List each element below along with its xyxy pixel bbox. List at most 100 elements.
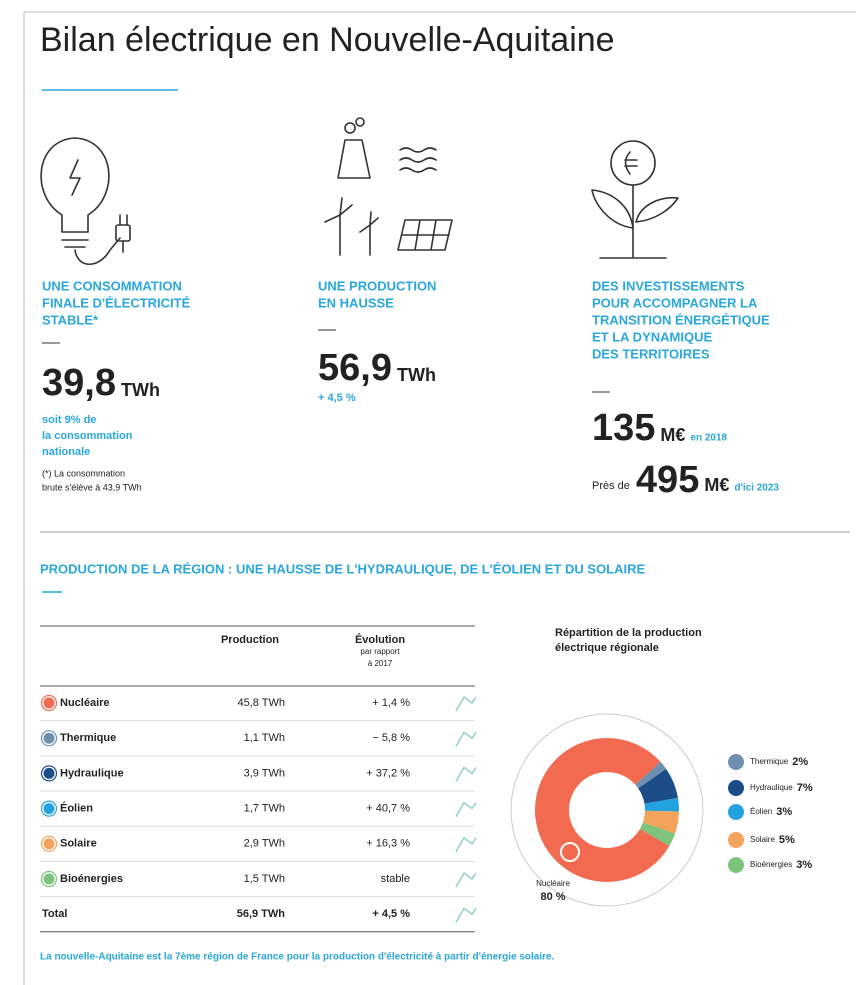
row-production: 2,9 TWh xyxy=(244,838,285,850)
plant-icon xyxy=(591,140,679,259)
chart-title: Répartition de la production xyxy=(555,627,702,639)
trend-icon xyxy=(455,907,477,923)
row-evolution: + 37,2 % xyxy=(366,767,410,779)
kpi-heading: UNE CONSOMMATION xyxy=(42,278,182,293)
row-name: Total xyxy=(42,908,67,920)
row-production: 1,5 TWh xyxy=(244,873,285,885)
kpi-unit: TWh xyxy=(397,365,436,385)
legend-icon xyxy=(726,830,746,850)
legend-value: 5% xyxy=(779,834,795,846)
kpi-note: en 2018 xyxy=(690,433,727,444)
kpi-heading: STABLE* xyxy=(42,312,99,327)
row-icon-ring xyxy=(40,800,58,817)
kpi-value: 135 xyxy=(592,407,655,449)
trend-icon xyxy=(455,731,477,747)
row-icon xyxy=(42,696,56,710)
row-evolution: + 4,5 % xyxy=(372,908,410,920)
row-name: Thermique xyxy=(60,732,116,744)
legend-icon xyxy=(726,778,746,798)
legend-value: 3% xyxy=(796,859,812,871)
row-name: Hydraulique xyxy=(60,767,124,779)
kpi-unit: M€ xyxy=(704,475,729,495)
row-production: 1,1 TWh xyxy=(244,732,285,744)
row-evolution: + 16,3 % xyxy=(366,838,410,850)
row-icon xyxy=(42,731,56,745)
legend-value: 80 % xyxy=(540,891,565,903)
kpi-note: soit 9% de xyxy=(42,414,96,426)
column-header: Production xyxy=(221,634,279,646)
kpi-heading: UNE PRODUCTION xyxy=(318,278,436,293)
row-icon-ring xyxy=(40,835,58,852)
trend-icon xyxy=(455,871,477,888)
legend-name: Solaire xyxy=(750,835,775,844)
row-evolution: − 5,8 % xyxy=(372,732,410,744)
title: Bilan électrique en Nouvelle-Aquitaine xyxy=(40,21,615,59)
kpi-heading: DES TERRITOIRES xyxy=(592,346,710,361)
kpi-unit: M€ xyxy=(660,425,685,445)
column-header: Évolution xyxy=(355,633,405,646)
trend-icon xyxy=(455,766,477,782)
kpi-value: 39,8 xyxy=(42,362,116,404)
legend-name: Nucléaire xyxy=(536,879,570,888)
row-name: Bioénergies xyxy=(60,873,123,885)
row-icon xyxy=(42,872,56,886)
column-header: par rapport xyxy=(360,647,400,656)
legend-value: 2% xyxy=(792,756,808,768)
row-production: 45,8 TWh xyxy=(238,697,286,709)
row-icon-ring xyxy=(40,870,58,888)
row-evolution: stable xyxy=(381,873,410,885)
column-header: à 2017 xyxy=(368,659,393,668)
row-icon-ring xyxy=(40,765,58,782)
row-production: 1,7 TWh xyxy=(244,803,285,815)
legend-icon xyxy=(726,855,746,875)
legend-name: Bioénergies xyxy=(750,860,792,869)
row-name: Solaire xyxy=(60,838,97,850)
trend-icon xyxy=(455,801,477,817)
footer-note: La nouvelle-Aquitaine est la 7ème région… xyxy=(40,952,555,963)
row-icon xyxy=(42,802,56,816)
kpi-heading: TRANSITION ÉNERGÉTIQUE xyxy=(592,312,770,327)
row-name: Nucléaire xyxy=(60,697,110,709)
donut-segment xyxy=(642,810,679,834)
row-evolution: + 40,7 % xyxy=(366,803,410,815)
donut-segment xyxy=(639,822,675,846)
row-icon xyxy=(42,766,56,780)
outer-ring xyxy=(510,713,704,907)
kpi-footnote: brute s'élève à 43,9 TWh xyxy=(42,482,142,492)
legend-name: Hydraulique xyxy=(750,783,793,792)
kpi-unit: TWh xyxy=(121,380,160,400)
kpi-heading: ET LA DYNAMIQUE xyxy=(592,329,712,344)
legend-name: Éolien xyxy=(750,807,772,816)
row-icon-ring xyxy=(40,694,58,712)
kpi-note: nationale xyxy=(42,446,90,458)
production-icons xyxy=(324,117,453,256)
trend-icon xyxy=(455,695,477,712)
row-icon xyxy=(42,837,56,851)
donut-segment xyxy=(644,797,679,812)
kpi-value: 56,9 xyxy=(318,347,392,389)
trend-icon xyxy=(455,836,477,853)
kpi-note: la consommation xyxy=(42,430,133,442)
donut-segment xyxy=(638,768,678,804)
kpi-heading: DES INVESTISSEMENTS xyxy=(592,278,745,293)
kpi-prefix: Près de xyxy=(592,480,630,492)
row-name: Éolien xyxy=(60,802,93,815)
legend-name: Thermique xyxy=(750,757,789,766)
kpi-note: d'ici 2023 xyxy=(734,483,779,494)
kpi-footnote: (*) La consommation xyxy=(42,468,125,478)
section-title: PRODUCTION DE LA RÉGION : UNE HAUSSE DE … xyxy=(40,561,646,576)
legend-icon xyxy=(726,802,746,822)
kpi-value: 495 xyxy=(636,459,699,501)
bulb-icon xyxy=(40,137,131,266)
legend-icon xyxy=(726,752,746,772)
kpi-note: + 4,5 % xyxy=(318,392,356,404)
row-evolution: + 1,4 % xyxy=(372,697,410,709)
donut-segment xyxy=(635,761,667,789)
legend-icon xyxy=(560,842,580,862)
kpi-heading: EN HAUSSE xyxy=(318,295,394,310)
chart-title: électrique régionale xyxy=(555,642,659,654)
kpi-heading: POUR ACCOMPAGNER LA xyxy=(592,295,758,310)
legend-value: 7% xyxy=(797,782,813,794)
kpi-heading: FINALE D'ÉLECTRICITÉ xyxy=(42,295,191,310)
